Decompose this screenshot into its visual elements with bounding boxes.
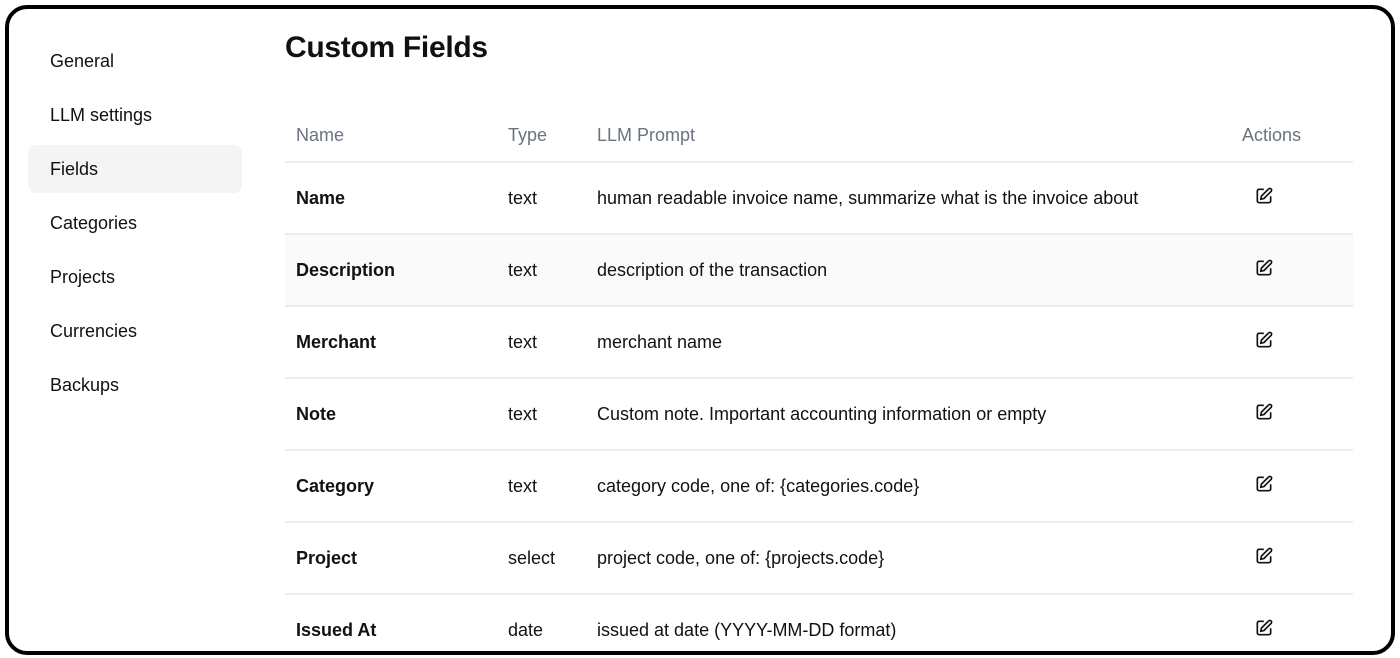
field-type: text (497, 306, 586, 379)
table-row: Category text category code, one of: {ca… (285, 450, 1353, 523)
edit-icon[interactable] (1254, 186, 1274, 206)
column-header-llm-prompt: LLM Prompt (586, 109, 1231, 163)
field-llm-prompt: description of the transaction (586, 234, 1231, 307)
field-name: Note (285, 378, 497, 451)
field-name: Merchant (285, 306, 497, 379)
field-actions (1231, 306, 1353, 379)
column-header-type: Type (497, 109, 586, 163)
field-name: Issued At (285, 594, 497, 651)
field-name: Name (285, 162, 497, 235)
settings-sidebar: General LLM settings Fields Categories Proje… (28, 37, 242, 415)
field-llm-prompt: category code, one of: {categories.code} (586, 450, 1231, 523)
table-row: Note text Custom note. Important account… (285, 378, 1353, 451)
field-llm-prompt: issued at date (YYYY-MM-DD format) (586, 594, 1231, 651)
sidebar-item-projects[interactable]: Projects (50, 266, 116, 287)
field-llm-prompt: human readable invoice name, summarize w… (586, 162, 1231, 235)
field-type: text (497, 450, 586, 523)
field-actions (1231, 162, 1353, 235)
field-name: Description (285, 234, 497, 307)
edit-icon[interactable] (1254, 402, 1274, 422)
edit-icon[interactable] (1254, 258, 1274, 278)
sidebar-item-llm-settings[interactable]: LLM settings (50, 104, 153, 125)
edit-icon[interactable] (1254, 618, 1274, 638)
field-llm-prompt: merchant name (586, 306, 1231, 379)
field-type: text (497, 162, 586, 235)
field-type: text (497, 234, 586, 307)
edit-icon[interactable] (1254, 474, 1274, 494)
column-header-name: Name (285, 109, 497, 163)
column-header-actions: Actions (1231, 109, 1353, 163)
edit-icon[interactable] (1254, 546, 1274, 566)
field-llm-prompt: Custom note. Important accounting inform… (586, 378, 1231, 451)
sidebar-item-categories[interactable]: Categories (50, 212, 138, 233)
table-row: Merchant text merchant name (285, 306, 1353, 379)
field-type: date (497, 594, 586, 651)
field-name: Category (285, 450, 497, 523)
table-header-row: Name Type LLM Prompt Actions (285, 109, 1353, 163)
table-row: Project select project code, one of: {pr… (285, 522, 1353, 595)
field-name: Project (285, 522, 497, 595)
sidebar-item-fields[interactable]: Fields (28, 145, 242, 193)
app-window: General LLM settings Fields Categories Proje… (5, 5, 1395, 655)
page-title: Custom Fields (285, 31, 488, 64)
table-row: Name text human readable invoice name, s… (285, 162, 1353, 235)
field-type: text (497, 378, 586, 451)
table-row: Issued At date issued at date (YYYY-MM-D… (285, 594, 1353, 651)
field-actions (1231, 594, 1353, 651)
custom-fields-table: Name Type LLM Prompt Actions Name text h… (285, 109, 1353, 651)
field-llm-prompt: project code, one of: {projects.code} (586, 522, 1231, 595)
field-actions (1231, 234, 1353, 307)
edit-icon[interactable] (1254, 330, 1274, 350)
sidebar-item-backups[interactable]: Backups (50, 374, 120, 395)
field-actions (1231, 378, 1353, 451)
sidebar-item-general[interactable]: General (50, 50, 115, 71)
table-row: Description text description of the tran… (285, 234, 1353, 307)
field-type: select (497, 522, 586, 595)
field-actions (1231, 450, 1353, 523)
sidebar-item-currencies[interactable]: Currencies (50, 320, 138, 341)
field-actions (1231, 522, 1353, 595)
